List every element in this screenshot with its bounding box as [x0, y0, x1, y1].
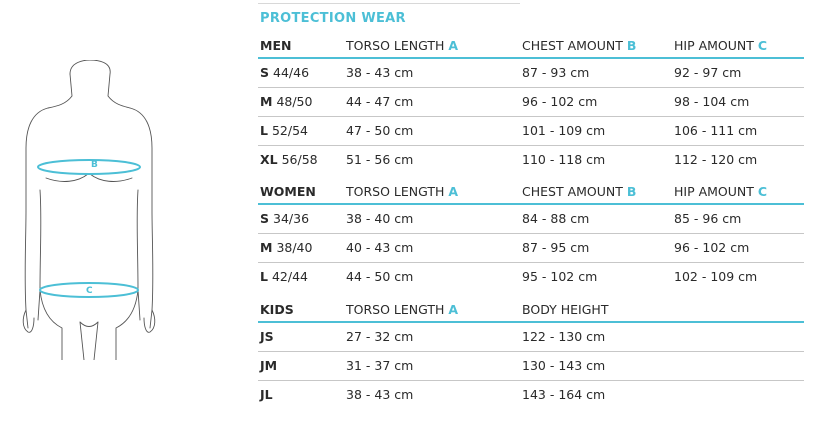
men-col-torso: TORSO LENGTH A [346, 38, 459, 53]
hip-cell: 98 - 104 cm [674, 94, 750, 109]
table-row: JS 27 - 32 cm 122 - 130 cm [258, 323, 804, 352]
hip-cell: 85 - 96 cm [674, 211, 742, 226]
kids-header-row: KIDS TORSO LENGTH A BODY HEIGHT [258, 299, 804, 323]
size-cell: M 38/40 [260, 240, 313, 255]
torso-cell: 38 - 40 cm [346, 211, 414, 226]
hip-cell: 112 - 120 cm [674, 152, 758, 167]
women-group-label: WOMEN [260, 184, 316, 199]
height-cell: 130 - 143 cm [522, 358, 606, 373]
torso-cell: 38 - 43 cm [346, 387, 414, 402]
torso-cell: 44 - 50 cm [346, 269, 414, 284]
kids-group-label: KIDS [260, 302, 294, 317]
size-cell: JM [260, 358, 278, 373]
torso-cell: 31 - 37 cm [346, 358, 414, 373]
hip-cell: 102 - 109 cm [674, 269, 758, 284]
chest-cell: 95 - 102 cm [522, 269, 598, 284]
chest-cell: 96 - 102 cm [522, 94, 598, 109]
hip-cell: 106 - 111 cm [674, 123, 758, 138]
men-col-hip: HIP AMOUNT C [674, 38, 768, 53]
size-cell: JS [260, 329, 274, 344]
hip-cell: 96 - 102 cm [674, 240, 750, 255]
size-cell: JL [260, 387, 273, 402]
table-row: XL 56/58 51 - 56 cm 110 - 118 cm 112 - 1… [258, 146, 804, 174]
table-row: JM 31 - 37 cm 130 - 143 cm [258, 352, 804, 381]
men-group-label: MEN [260, 38, 292, 53]
hip-label: C [86, 286, 93, 296]
table-row: M 48/50 44 - 47 cm 96 - 102 cm 98 - 104 … [258, 88, 804, 117]
men-table: MEN TORSO LENGTH A CHEST AMOUNT B HIP AM… [258, 35, 804, 174]
chest-label: B [91, 160, 98, 170]
size-cell: XL 56/58 [260, 152, 318, 167]
torso-cell: 27 - 32 cm [346, 329, 414, 344]
body-measurement-figure: B C [22, 60, 156, 360]
torso-cell: 51 - 56 cm [346, 152, 414, 167]
kids-table: KIDS TORSO LENGTH A BODY HEIGHT JS 27 - … [258, 299, 804, 409]
size-cell: M 48/50 [260, 94, 313, 109]
size-cell: L 52/54 [260, 123, 308, 138]
men-col-chest: CHEST AMOUNT B [522, 38, 637, 53]
hip-cell: 92 - 97 cm [674, 65, 742, 80]
torso-cell: 44 - 47 cm [346, 94, 414, 109]
size-cell: S 44/46 [260, 65, 310, 80]
chest-cell: 84 - 88 cm [522, 211, 590, 226]
women-col-torso: TORSO LENGTH A [346, 184, 459, 199]
table-row: L 52/54 47 - 50 cm 101 - 109 cm 106 - 11… [258, 117, 804, 146]
women-col-chest: CHEST AMOUNT B [522, 184, 637, 199]
table-row: S 34/36 38 - 40 cm 84 - 88 cm 85 - 96 cm [258, 205, 804, 234]
women-col-hip: HIP AMOUNT C [674, 184, 768, 199]
page-title: PROTECTION WEAR [260, 11, 406, 26]
women-header-row: WOMEN TORSO LENGTH A CHEST AMOUNT B HIP … [258, 181, 804, 205]
chest-cell: 87 - 93 cm [522, 65, 590, 80]
chest-cell: 87 - 95 cm [522, 240, 590, 255]
table-row: S 44/46 38 - 43 cm 87 - 93 cm 92 - 97 cm [258, 59, 804, 88]
torso-cell: 40 - 43 cm [346, 240, 414, 255]
chest-measure-band [37, 159, 141, 175]
chest-cell: 101 - 109 cm [522, 123, 606, 138]
chest-cell: 110 - 118 cm [522, 152, 606, 167]
table-row: JL 38 - 43 cm 143 - 164 cm [258, 381, 804, 409]
size-cell: L 42/44 [260, 269, 308, 284]
table-row: M 38/40 40 - 43 cm 87 - 95 cm 96 - 102 c… [258, 234, 804, 263]
men-header-row: MEN TORSO LENGTH A CHEST AMOUNT B HIP AM… [258, 35, 804, 59]
hip-measure-band [39, 282, 139, 298]
women-table: WOMEN TORSO LENGTH A CHEST AMOUNT B HIP … [258, 181, 804, 291]
kids-col-torso: TORSO LENGTH A [346, 302, 459, 317]
height-cell: 143 - 164 cm [522, 387, 606, 402]
table-row: L 42/44 44 - 50 cm 95 - 102 cm 102 - 109… [258, 263, 804, 291]
title-divider [258, 3, 520, 4]
torso-cell: 38 - 43 cm [346, 65, 414, 80]
size-cell: S 34/36 [260, 211, 310, 226]
height-cell: 122 - 130 cm [522, 329, 606, 344]
torso-cell: 47 - 50 cm [346, 123, 414, 138]
kids-col-height: BODY HEIGHT [522, 302, 609, 317]
